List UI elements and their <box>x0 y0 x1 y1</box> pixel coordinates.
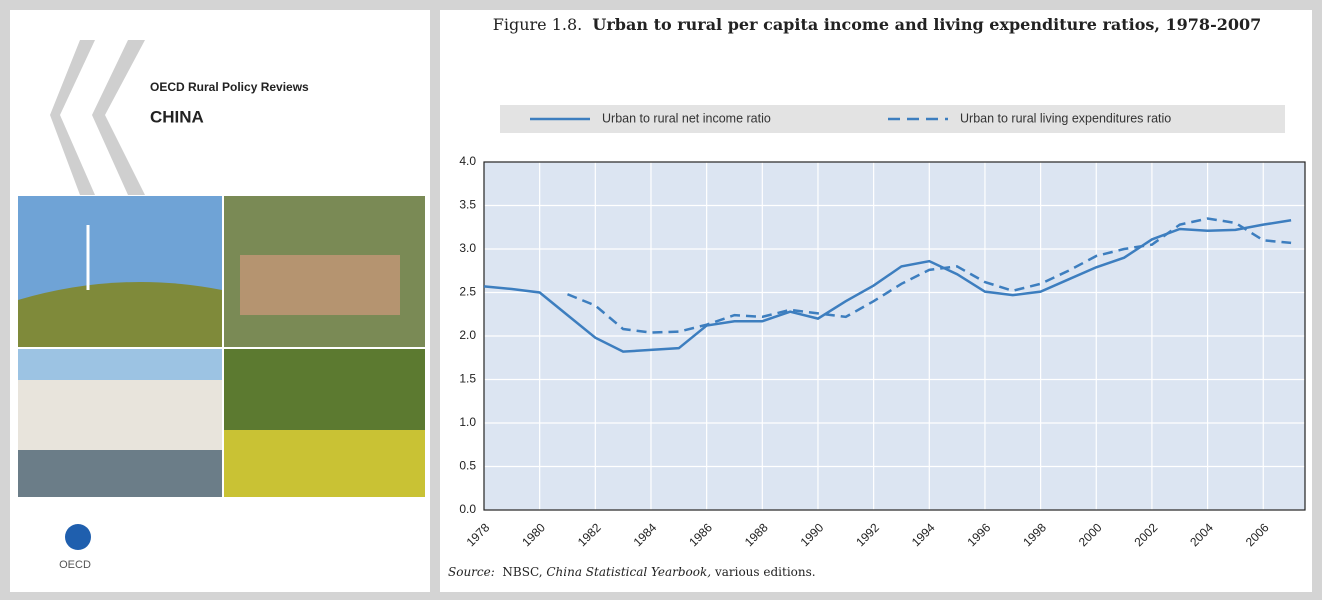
figure-label: Figure 1.8. <box>492 15 583 34</box>
legend-label: Urban to rural living expenditures ratio <box>960 111 1171 125</box>
legend-label: Urban to rural net income ratio <box>602 111 771 125</box>
y-tick-label: 1.5 <box>459 372 476 386</box>
y-tick-label: 0.5 <box>459 459 476 473</box>
chart-title: Figure 1.8. Urban to rural per capita in… <box>452 14 1302 35</box>
y-tick-label: 1.0 <box>459 415 476 429</box>
cover-chevrons <box>50 40 145 195</box>
series-line <box>567 217 1292 334</box>
y-tick-label: 2.0 <box>459 328 476 342</box>
y-tick-label: 0.0 <box>459 502 476 516</box>
y-tick-label: 2.5 <box>459 285 476 299</box>
cover-title: CHINA <box>150 107 204 126</box>
photo-flowers <box>224 430 425 497</box>
photo-walls <box>18 380 222 450</box>
y-tick-label: 4.0 <box>459 154 476 168</box>
photo-roofs <box>240 255 400 315</box>
source-italic: China Statistical Yearbook, <box>546 565 712 579</box>
source: Source: NBSC, China Statistical Yearbook… <box>448 565 816 579</box>
source-text: NBSC, <box>502 565 543 579</box>
series-line <box>483 219 1292 353</box>
y-tick-label: 3.0 <box>459 241 476 255</box>
photo-water <box>18 450 222 497</box>
photo-hill <box>18 282 222 347</box>
source-text-2: various editions. <box>714 565 816 579</box>
logo-text: OECD <box>59 559 91 571</box>
y-tick-label: 3.5 <box>459 198 476 212</box>
source-label: Source: <box>448 565 495 579</box>
logo-circle <box>65 524 91 550</box>
title-text: Urban to rural per capita income and liv… <box>592 15 1262 34</box>
plot-frame <box>483 161 1306 511</box>
cover-series: OECD Rural Policy Reviews <box>150 80 309 94</box>
